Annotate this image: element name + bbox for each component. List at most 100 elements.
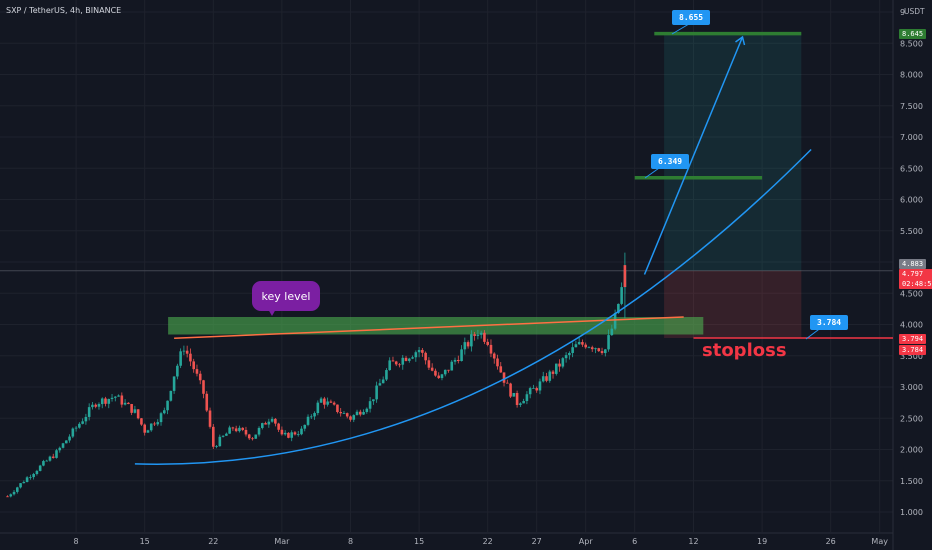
candle-body — [378, 383, 382, 386]
candle-body — [381, 379, 385, 384]
candle-body — [303, 424, 307, 429]
candle-body — [306, 416, 310, 425]
candle-body — [440, 374, 444, 379]
candle-body — [558, 363, 561, 367]
candle-body — [231, 427, 235, 429]
candle-body — [362, 411, 365, 415]
candle-body — [185, 350, 189, 354]
target-1-value: 6.349 — [658, 157, 683, 166]
candle-body — [332, 402, 336, 405]
candle-body — [153, 423, 156, 425]
candle-body — [104, 398, 107, 404]
candle-body — [339, 412, 342, 414]
candle-body — [372, 399, 375, 402]
candle-body — [489, 344, 493, 354]
currency-unit: USDT — [904, 7, 925, 16]
candle-body — [434, 370, 437, 376]
candle-body — [300, 428, 303, 435]
candle-body — [368, 401, 372, 409]
candle-body — [336, 404, 339, 413]
candle-body — [424, 352, 427, 361]
candle-body — [192, 361, 195, 370]
x-tick-label: May — [871, 537, 888, 546]
candle-body — [375, 385, 378, 400]
bar-countdown: 02:48:56 — [902, 280, 932, 288]
candle-body — [189, 353, 192, 362]
target-2-callout[interactable]: 8.655 — [672, 10, 711, 25]
x-tick-label: Apr — [579, 537, 594, 546]
candle-body — [61, 443, 65, 448]
candle-body — [91, 404, 94, 408]
candle-body — [577, 342, 581, 345]
candle-body — [110, 397, 114, 399]
candle-body — [499, 366, 503, 373]
candle-body — [19, 483, 22, 488]
candle-body — [310, 416, 313, 418]
candle-body — [182, 350, 186, 352]
x-tick-label: Mar — [274, 537, 290, 546]
candle-body — [604, 349, 607, 354]
candle-body — [29, 477, 32, 478]
candle-body — [460, 349, 463, 362]
x-tick-label: 15 — [140, 537, 150, 546]
candle-body — [587, 347, 591, 349]
y-tick-label: 9 — [900, 8, 905, 17]
candle-body — [251, 438, 254, 440]
candle-body — [114, 396, 117, 398]
candle-body — [94, 404, 97, 407]
candle-body — [365, 408, 369, 412]
candle-body — [120, 395, 124, 405]
candle-body — [195, 369, 199, 374]
candle-body — [71, 428, 75, 437]
candle-body — [391, 360, 395, 362]
candle-body — [264, 423, 267, 425]
candle-body — [519, 403, 522, 405]
candle-body — [349, 416, 352, 420]
candle-body — [25, 477, 29, 482]
candle-body — [6, 496, 9, 498]
candle-body — [417, 349, 421, 353]
candle-body — [345, 413, 349, 417]
candle-body — [515, 393, 519, 405]
candle-body — [172, 376, 176, 391]
candle-body — [179, 351, 182, 366]
candle-body — [287, 432, 290, 438]
candle-body — [234, 428, 238, 432]
candle-body — [42, 461, 45, 466]
candle-body — [443, 369, 447, 375]
candle-body — [228, 427, 231, 434]
candle-body — [590, 347, 594, 350]
candle-body — [117, 395, 120, 397]
key-level-callout[interactable]: key level — [252, 281, 320, 311]
candle-body — [267, 421, 271, 425]
candle-body — [532, 388, 535, 389]
candle-body — [244, 429, 248, 435]
y-tick-label: 8.000 — [900, 71, 923, 80]
candle-body — [623, 265, 627, 287]
candle-body — [342, 413, 346, 414]
candle-body — [323, 398, 326, 405]
x-tick-label: 22 — [483, 537, 493, 546]
candle-body — [261, 423, 264, 428]
candle-body — [78, 423, 81, 428]
stop-callout[interactable]: 3.784 — [810, 315, 849, 330]
candle-body — [97, 404, 101, 407]
candle-body — [617, 303, 620, 313]
candle-body — [290, 432, 293, 438]
stop-price-tag-2: 3.784 — [899, 345, 927, 355]
candle-body — [404, 357, 408, 361]
candle-body — [12, 491, 16, 495]
target-1-callout[interactable]: 6.349 — [651, 154, 690, 169]
candle-body — [483, 332, 486, 342]
time-axis[interactable]: 8 15 22 Mar 8 15 22 27 Apr 6 12 19 26 May — [0, 532, 893, 546]
trade-zones — [168, 33, 802, 338]
candle-body — [555, 363, 558, 374]
candle-body — [159, 413, 163, 423]
y-tick-label: 2.500 — [900, 414, 923, 423]
candle-body — [447, 369, 450, 371]
candle-body — [388, 360, 391, 371]
profit-zone — [664, 33, 802, 271]
x-tick-label: 26 — [826, 537, 836, 546]
